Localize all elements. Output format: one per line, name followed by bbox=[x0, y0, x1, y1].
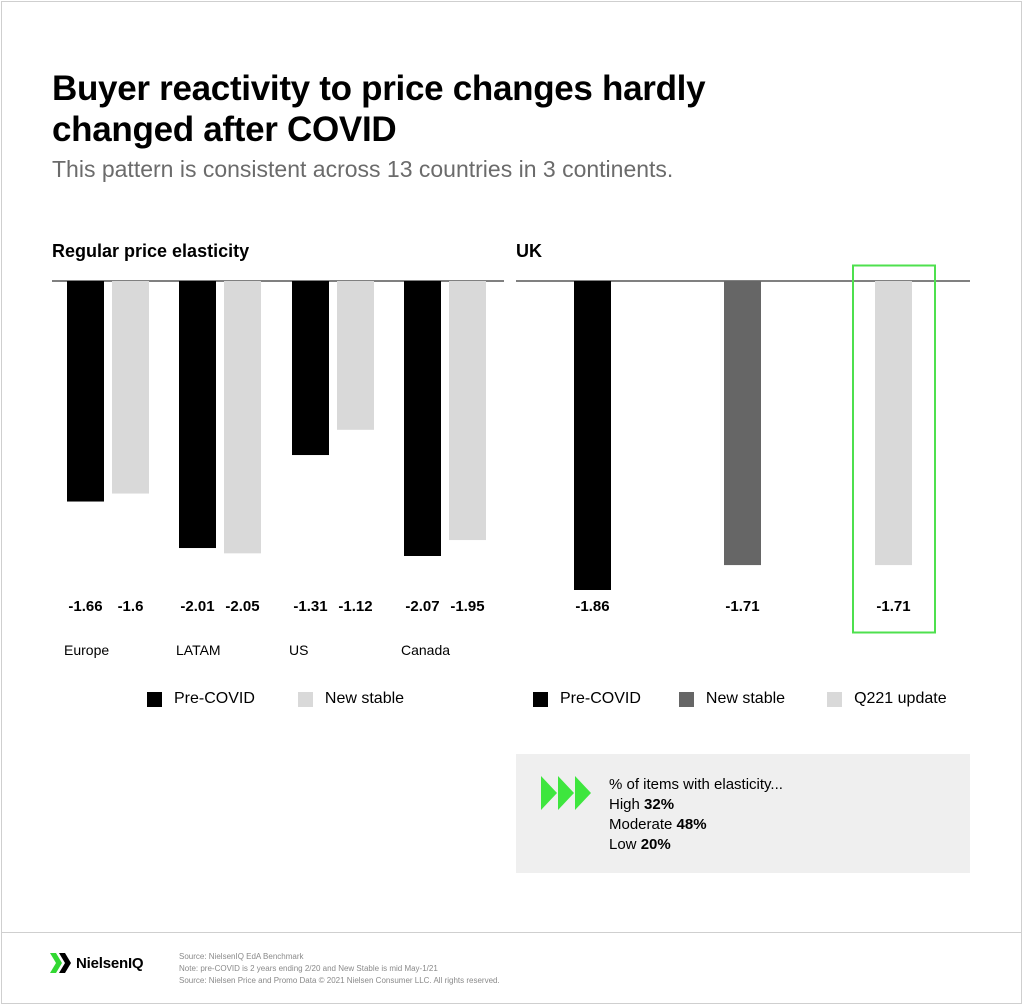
legend-swatch bbox=[533, 691, 548, 707]
data-label-europe-new-stable: -1.6 bbox=[118, 598, 144, 615]
legend-swatch bbox=[827, 691, 843, 707]
legend-item-pre-covid: Pre-COVID bbox=[533, 690, 641, 708]
data-label-latam-pre-covid: -2.01 bbox=[180, 598, 214, 615]
data-label-europe-pre-covid: -1.66 bbox=[68, 598, 102, 615]
category-label-latam: LATAM bbox=[176, 642, 221, 658]
source-notes: Source: NielsenIQ EdA Benchmark Note: pr… bbox=[179, 951, 500, 987]
elasticity-callout: % of items with elasticity... High 32% M… bbox=[516, 754, 970, 873]
legend-swatch bbox=[678, 691, 694, 707]
data-label-us-new-stable: -1.12 bbox=[338, 598, 372, 615]
bar-us-pre-covid bbox=[292, 281, 329, 456]
legend-item-q221-update: Q221 update bbox=[827, 690, 947, 708]
source-line: Note: pre-COVID is 2 years ending 2/20 a… bbox=[179, 964, 438, 973]
source-line: Source: Nielsen Price and Promo Data © 2… bbox=[179, 976, 500, 985]
data-label-canada-new-stable: -1.95 bbox=[450, 598, 484, 615]
page-title: Buyer reactivity to price changes hardly… bbox=[52, 69, 706, 149]
legend-label: Q221 update bbox=[854, 690, 947, 707]
category-label-europe: Europe bbox=[64, 642, 109, 658]
data-label-us-pre-covid: -1.31 bbox=[293, 598, 327, 615]
uk-chart-title: UK bbox=[516, 241, 542, 261]
legend-swatch bbox=[147, 691, 162, 707]
data-label-uk-q221-update: -1.71 bbox=[876, 598, 910, 615]
callout-text: % of items with elasticity... High 32% M… bbox=[609, 775, 783, 855]
logo-wordmark: NielsenIQ bbox=[76, 954, 144, 972]
uk-legend: Pre-COVID New stable Q221 update bbox=[533, 690, 947, 708]
nielseniq-logo-icon bbox=[50, 953, 71, 973]
data-label-uk-new-stable: -1.71 bbox=[725, 598, 759, 615]
left-chart-title: Regular price elasticity bbox=[52, 241, 250, 261]
bar-us-new-stable bbox=[337, 281, 374, 430]
bar-latam-pre-covid bbox=[179, 281, 216, 549]
bar-canada-new-stable bbox=[449, 281, 486, 541]
callout-row-moderate: Moderate 48% bbox=[609, 816, 707, 833]
footer-divider bbox=[1, 932, 1022, 933]
legend-label: Pre-COVID bbox=[560, 690, 641, 707]
regional-elasticity-chart: -1.66 -1.6 Europe -2.01 -2.05 LATAM -1.31 -1.12… bbox=[52, 280, 504, 658]
callout-heading: % of items with elasticity... bbox=[609, 776, 783, 793]
bar-europe-new-stable bbox=[112, 281, 149, 494]
nielseniq-logo: NielsenIQ bbox=[50, 953, 144, 973]
category-label-canada: Canada bbox=[401, 642, 450, 658]
callout-row-low: Low 20% bbox=[609, 836, 671, 853]
bar-uk-pre-covid bbox=[574, 281, 611, 590]
legend-item-new-stable: New stable bbox=[297, 690, 405, 708]
legend-item-pre-covid: Pre-COVID bbox=[147, 690, 255, 708]
legend-item-new-stable: New stable bbox=[678, 690, 786, 708]
source-line: Source: NielsenIQ EdA Benchmark bbox=[179, 952, 304, 961]
highlight-box bbox=[852, 264, 936, 634]
callout-row-high: High 32% bbox=[609, 796, 675, 813]
category-label-us: US bbox=[289, 642, 308, 658]
legend-label: New stable bbox=[705, 690, 786, 707]
data-label-latam-new-stable: -2.05 bbox=[225, 598, 259, 615]
bar-uk-q221-update bbox=[875, 281, 912, 566]
left-legend: Pre-COVID New stable bbox=[147, 690, 404, 708]
triple-chevron-right-icon bbox=[541, 776, 591, 810]
charts-canvas: -1.66 -1.6 Europe -2.01 -2.05 LATAM -1.31 -1.12… bbox=[52, 264, 970, 658]
data-label-canada-pre-covid: -2.07 bbox=[405, 598, 439, 615]
bar-europe-pre-covid bbox=[67, 281, 104, 502]
page-subtitle: This pattern is consistent across 13 cou… bbox=[52, 156, 674, 182]
data-label-uk-pre-covid: -1.86 bbox=[575, 598, 609, 615]
bar-latam-new-stable bbox=[224, 281, 261, 554]
uk-elasticity-chart: -1.86 -1.71 -1.71 bbox=[516, 264, 970, 634]
legend-label: Pre-COVID bbox=[174, 690, 255, 707]
legend-label: New stable bbox=[324, 690, 405, 707]
legend-swatch bbox=[297, 691, 313, 707]
bar-canada-pre-covid bbox=[404, 281, 441, 556]
bar-uk-new-stable bbox=[724, 281, 761, 566]
